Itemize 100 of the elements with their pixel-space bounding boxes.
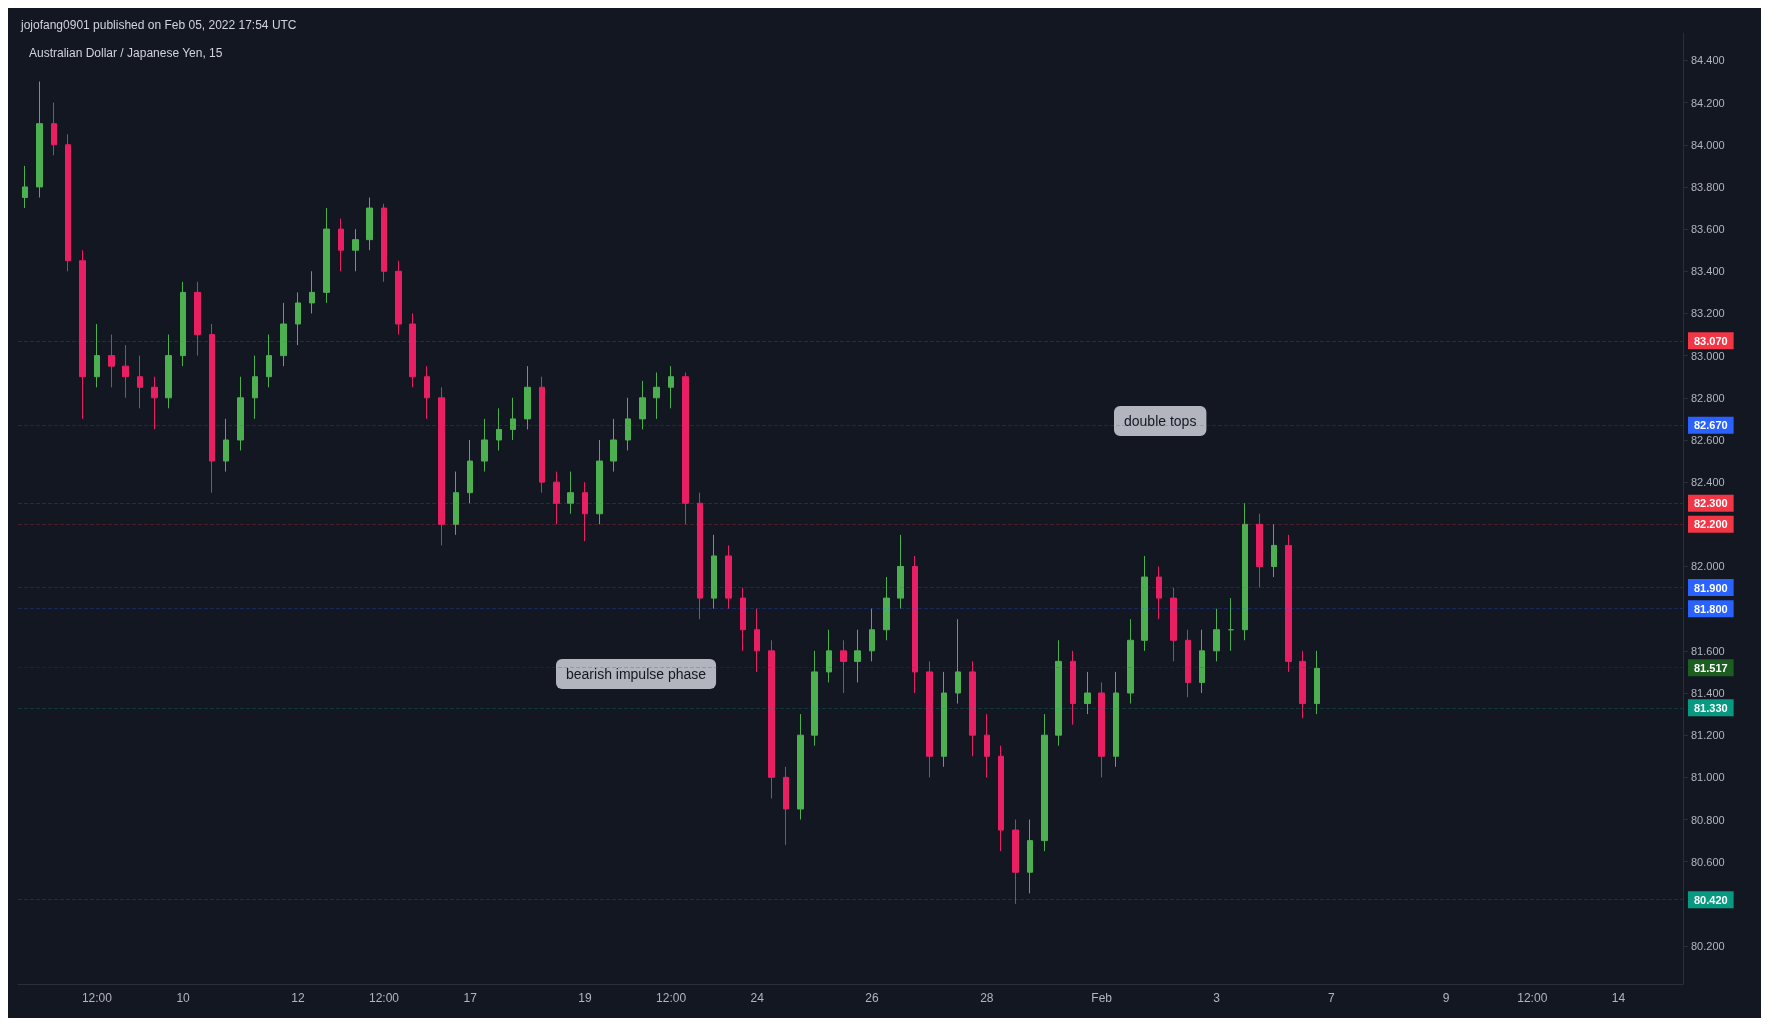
candlestick <box>926 660 933 778</box>
y-tick-label: 82.400 <box>1691 476 1725 489</box>
candlestick <box>1098 681 1105 778</box>
candlestick <box>266 334 272 388</box>
candlestick <box>1141 555 1148 652</box>
x-tick-label: 12 <box>291 991 305 1005</box>
candlestick <box>1228 597 1234 652</box>
candlestick <box>36 81 43 198</box>
y-tick-label: 82.000 <box>1691 560 1725 573</box>
candlestick <box>237 376 244 452</box>
chart-subtitle: jojofang0901 published on Feb 05, 2022 17:54 UTC <box>20 18 297 32</box>
ref-line-label: 83.070 <box>1694 334 1728 347</box>
candlestick <box>682 371 689 525</box>
candlestick <box>1070 650 1076 726</box>
candlestick <box>108 334 115 388</box>
candlestick <box>438 386 445 546</box>
y-tick-label: 80.600 <box>1691 855 1725 868</box>
candlestick <box>1113 671 1119 768</box>
candlestick <box>1027 819 1033 894</box>
candlestick <box>137 355 143 409</box>
x-tick-label: 12:00 <box>81 991 113 1005</box>
candlestick <box>180 281 186 367</box>
x-tick-label: 24 <box>750 991 765 1005</box>
candlestick <box>711 534 717 610</box>
candlestick <box>984 713 990 778</box>
x-tick-label: 28 <box>980 991 994 1005</box>
candlestick <box>122 344 129 399</box>
candlestick <box>94 323 100 388</box>
candlestick <box>309 270 315 314</box>
candlestick <box>783 766 789 846</box>
y-tick-label: 84.400 <box>1691 54 1725 67</box>
candlestick <box>725 544 732 610</box>
y-tick-label: 81.600 <box>1691 644 1725 657</box>
y-tick-label: 83.400 <box>1691 265 1725 278</box>
candlestick <box>797 713 804 821</box>
candlestick <box>1156 565 1162 620</box>
candlestick <box>1199 629 1205 694</box>
y-tick-label: 82.600 <box>1691 433 1725 446</box>
candlestick <box>338 218 344 272</box>
candlestick <box>754 608 760 673</box>
candlestick <box>582 481 588 542</box>
candlestick <box>740 587 746 652</box>
y-tick-label: 83.200 <box>1691 307 1725 320</box>
candlestick <box>409 312 416 388</box>
candlestick <box>1256 513 1263 589</box>
x-tick-label: 9 <box>1442 991 1450 1005</box>
candlestick <box>625 397 631 452</box>
candlestick <box>453 471 459 536</box>
candlestick <box>912 555 918 694</box>
candlestick <box>467 439 473 504</box>
ref-line-label: 81.900 <box>1694 581 1728 594</box>
y-tick-label: 81.400 <box>1691 687 1725 700</box>
x-tick-label: 14 <box>1611 991 1626 1005</box>
candlestick <box>1271 523 1277 578</box>
candlestick <box>496 407 502 452</box>
candlestick <box>596 439 603 525</box>
x-tick-label: 26 <box>865 991 880 1005</box>
x-tick-label: 3 <box>1213 991 1221 1005</box>
candlestick <box>1299 650 1306 719</box>
x-tick-label: 10 <box>176 991 191 1005</box>
candlestick <box>151 376 158 430</box>
candlestick <box>539 376 545 494</box>
x-tick-label: 12:00 <box>1517 991 1548 1005</box>
candlestick <box>1055 639 1062 747</box>
candlestick <box>1012 819 1019 905</box>
ref-line-label: 82.300 <box>1694 497 1728 510</box>
candlestick <box>1314 650 1320 715</box>
candlestick <box>1041 713 1048 852</box>
candlestick <box>768 639 775 799</box>
x-tick-label: 17 <box>463 991 478 1005</box>
ref-line-label: 81.330 <box>1694 701 1728 714</box>
y-tick-label: 82.800 <box>1691 391 1725 404</box>
candlestick <box>639 380 646 430</box>
candlestick <box>223 418 229 473</box>
ref-line-label: 81.517 <box>1694 661 1728 674</box>
candlestick <box>352 228 359 272</box>
y-tick-label: 83.600 <box>1691 223 1725 236</box>
candlestick <box>510 397 516 441</box>
candlestick <box>897 534 904 610</box>
y-tick-label: 81.000 <box>1691 771 1725 784</box>
candlestick <box>165 334 172 409</box>
candlestick <box>323 207 330 304</box>
candlestick <box>969 660 976 757</box>
candlestick <box>1170 587 1177 662</box>
candlestick <box>998 745 1004 852</box>
y-tick-label: 84.200 <box>1691 96 1725 109</box>
candlestick <box>697 492 703 620</box>
candlestick <box>366 196 373 251</box>
ref-line-label: 82.670 <box>1694 419 1728 432</box>
x-tick-label: Feb <box>1091 991 1113 1005</box>
candlestick <box>854 629 861 683</box>
y-tick-label: 80.800 <box>1691 813 1725 826</box>
ref-line-label: 81.800 <box>1694 602 1728 615</box>
candlestick <box>869 608 875 662</box>
candlestick <box>79 249 86 420</box>
x-tick-label: 7 <box>1328 991 1335 1005</box>
candlestick <box>610 418 617 473</box>
candlestick <box>883 576 890 641</box>
candlestick <box>22 165 28 209</box>
text: Australian Dollar / Japanese Yen, 15 <box>29 46 223 60</box>
